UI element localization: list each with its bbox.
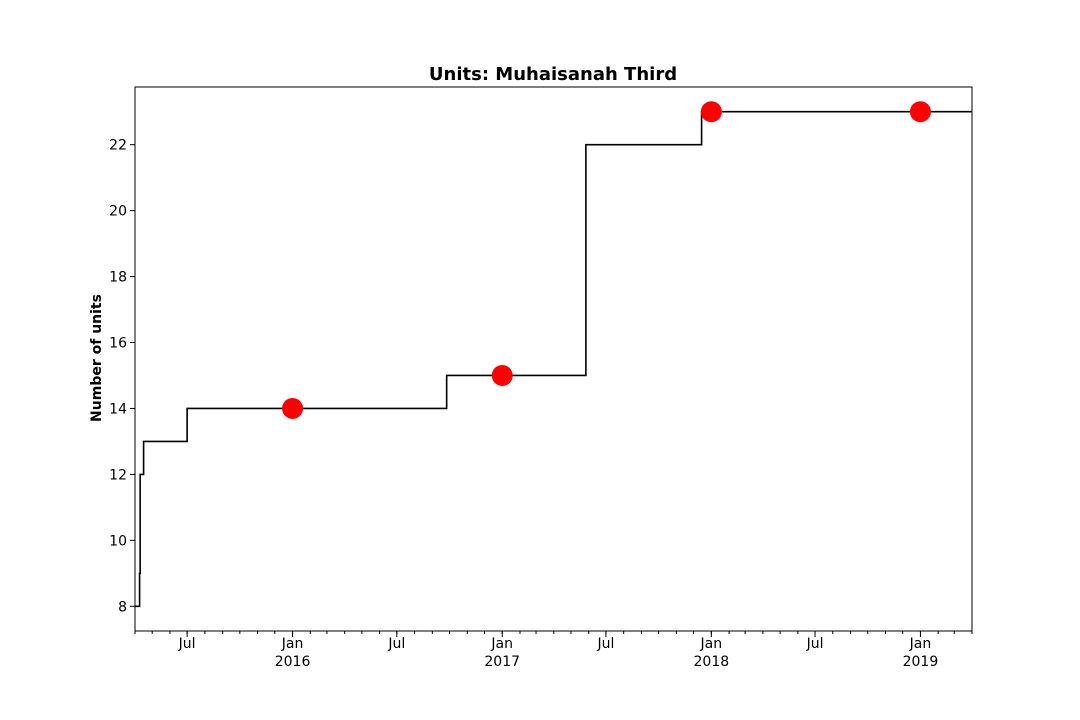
y-tick-label: 22: [109, 138, 127, 154]
x-tick-label: Jan: [700, 636, 723, 652]
x-tick-label: Jul: [178, 636, 196, 652]
data-point-marker: [700, 101, 722, 123]
x-tick-year-label: 2019: [903, 654, 939, 670]
x-tick-label: Jul: [806, 636, 824, 652]
x-tick-label: Jul: [596, 636, 614, 652]
y-tick-label: 16: [109, 336, 127, 352]
y-axis-label: Number of units: [89, 294, 105, 422]
axes-frame: [134, 86, 973, 632]
x-tick-label: Jan: [281, 636, 304, 652]
data-point-marker: [909, 101, 931, 123]
chart-title: Units: Muhaisanah Third: [429, 64, 677, 85]
plot-area: 8 10 12 14 16 18 20 22 Jul Jan 2016 Jul Jan 2017 Jul Ja…: [109, 101, 973, 670]
data-point-marker: [282, 397, 304, 419]
x-tick-label: Jan: [909, 636, 932, 652]
y-tick-label: 8: [118, 599, 127, 615]
x-tick-year-label: 2016: [275, 654, 311, 670]
x-tick-year-label: 2018: [694, 654, 730, 670]
step-line-series: [135, 110, 972, 608]
y-tick-label: 14: [109, 401, 127, 417]
y-tick-label: 10: [109, 533, 127, 549]
y-tick-label: 20: [109, 204, 127, 220]
y-tick-label: 12: [109, 467, 127, 483]
x-tick-year-label: 2017: [484, 654, 520, 670]
x-tick-label: Jul: [387, 636, 405, 652]
y-tick-label: 18: [109, 270, 127, 286]
x-tick-label: Jan: [490, 636, 513, 652]
data-point-marker: [491, 364, 513, 386]
